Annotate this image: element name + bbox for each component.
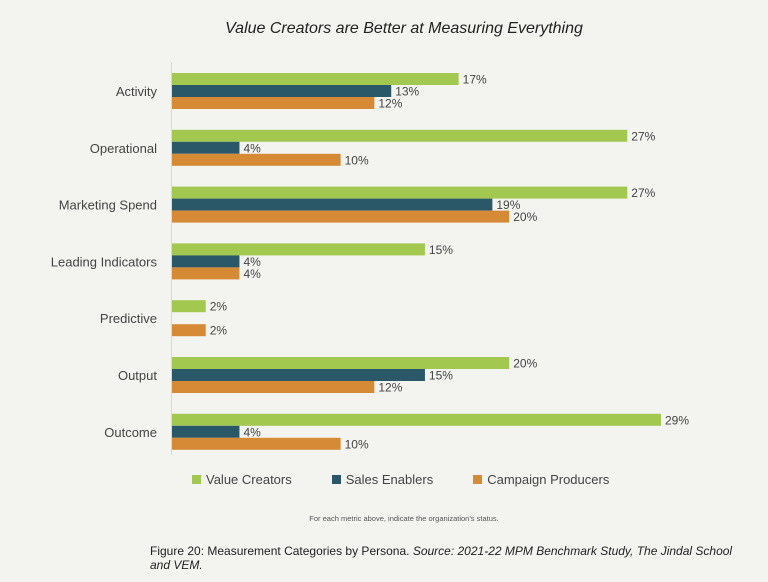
bar-campaign-producers [172, 97, 375, 109]
bar-chart: Activity17%13%12%Operational27%4%10%Mark… [51, 62, 689, 455]
data-label: 15% [429, 369, 453, 383]
data-label: 4% [243, 267, 261, 281]
bar-sales-enablers [172, 425, 240, 438]
bar-sales-enablers [172, 369, 425, 381]
bar-sales-enablers [172, 141, 240, 154]
data-label: 27% [631, 129, 655, 143]
legend-swatch [473, 475, 483, 484]
bar-value-creators [172, 300, 206, 313]
data-label: 20% [513, 210, 537, 224]
data-label: 4% [243, 255, 261, 269]
data-label: 19% [496, 198, 520, 212]
figure-caption: Figure 20: Measurement Categories by Per… [150, 544, 750, 572]
data-label: 27% [631, 186, 655, 200]
chart-note: For each metric above, indicate the orga… [309, 514, 499, 523]
data-label: 4% [243, 425, 261, 439]
bar-sales-enablers [172, 85, 392, 97]
caption-source: Source: 2021-22 MPM Benchmark Study, The… [150, 544, 733, 572]
legend-swatch [331, 475, 341, 484]
legend-swatch [192, 475, 201, 484]
data-label: 4% [243, 141, 261, 155]
data-label: 12% [378, 97, 402, 111]
bar-value-creators [172, 186, 628, 199]
legend-item: Sales Enablers [331, 472, 434, 487]
data-label: 12% [378, 381, 402, 395]
data-label: 29% [665, 413, 689, 427]
data-label: 15% [429, 243, 453, 257]
bar-campaign-producers [172, 210, 510, 223]
legend-label: Campaign Producers [487, 472, 610, 487]
bar-value-creators [172, 129, 628, 142]
legend-item: Value Creators [192, 472, 292, 487]
data-label: 20% [513, 357, 537, 371]
data-label: 17% [463, 73, 487, 87]
legend-item: Campaign Producers [473, 472, 609, 487]
category-label: Outcome [104, 425, 157, 440]
bar-value-creators [172, 243, 425, 256]
bar-sales-enablers [172, 255, 240, 268]
legend: Value Creators Sales Enablers Campaign Pro… [192, 472, 649, 487]
bar-campaign-producers [172, 381, 375, 393]
category-label: Output [118, 368, 157, 383]
data-label: 10% [345, 153, 369, 167]
chart-title: Value Creators are Better at Measuring E… [225, 20, 583, 37]
bar-campaign-producers [172, 153, 341, 166]
data-label: 13% [395, 85, 419, 99]
bar-value-creators [172, 73, 459, 85]
category-label: Leading Indicators [51, 254, 158, 269]
bar-campaign-producers [172, 267, 240, 280]
caption-main: Figure 20: Measurement Categories by Per… [150, 544, 410, 558]
category-label: Activity [116, 84, 158, 99]
legend-label: Value Creators [206, 472, 292, 487]
data-label: 10% [345, 437, 369, 451]
bar-value-creators [172, 357, 510, 369]
bar-campaign-producers [172, 324, 206, 337]
bar-campaign-producers [172, 437, 341, 450]
category-label: Predictive [100, 311, 157, 326]
category-label: Operational [90, 141, 157, 156]
data-label: 2% [210, 324, 228, 338]
bar-value-creators [172, 413, 661, 426]
bar-sales-enablers [172, 198, 493, 211]
data-label: 2% [210, 300, 228, 314]
category-label: Marketing Spend [59, 198, 157, 213]
legend-label: Sales Enablers [345, 472, 434, 487]
